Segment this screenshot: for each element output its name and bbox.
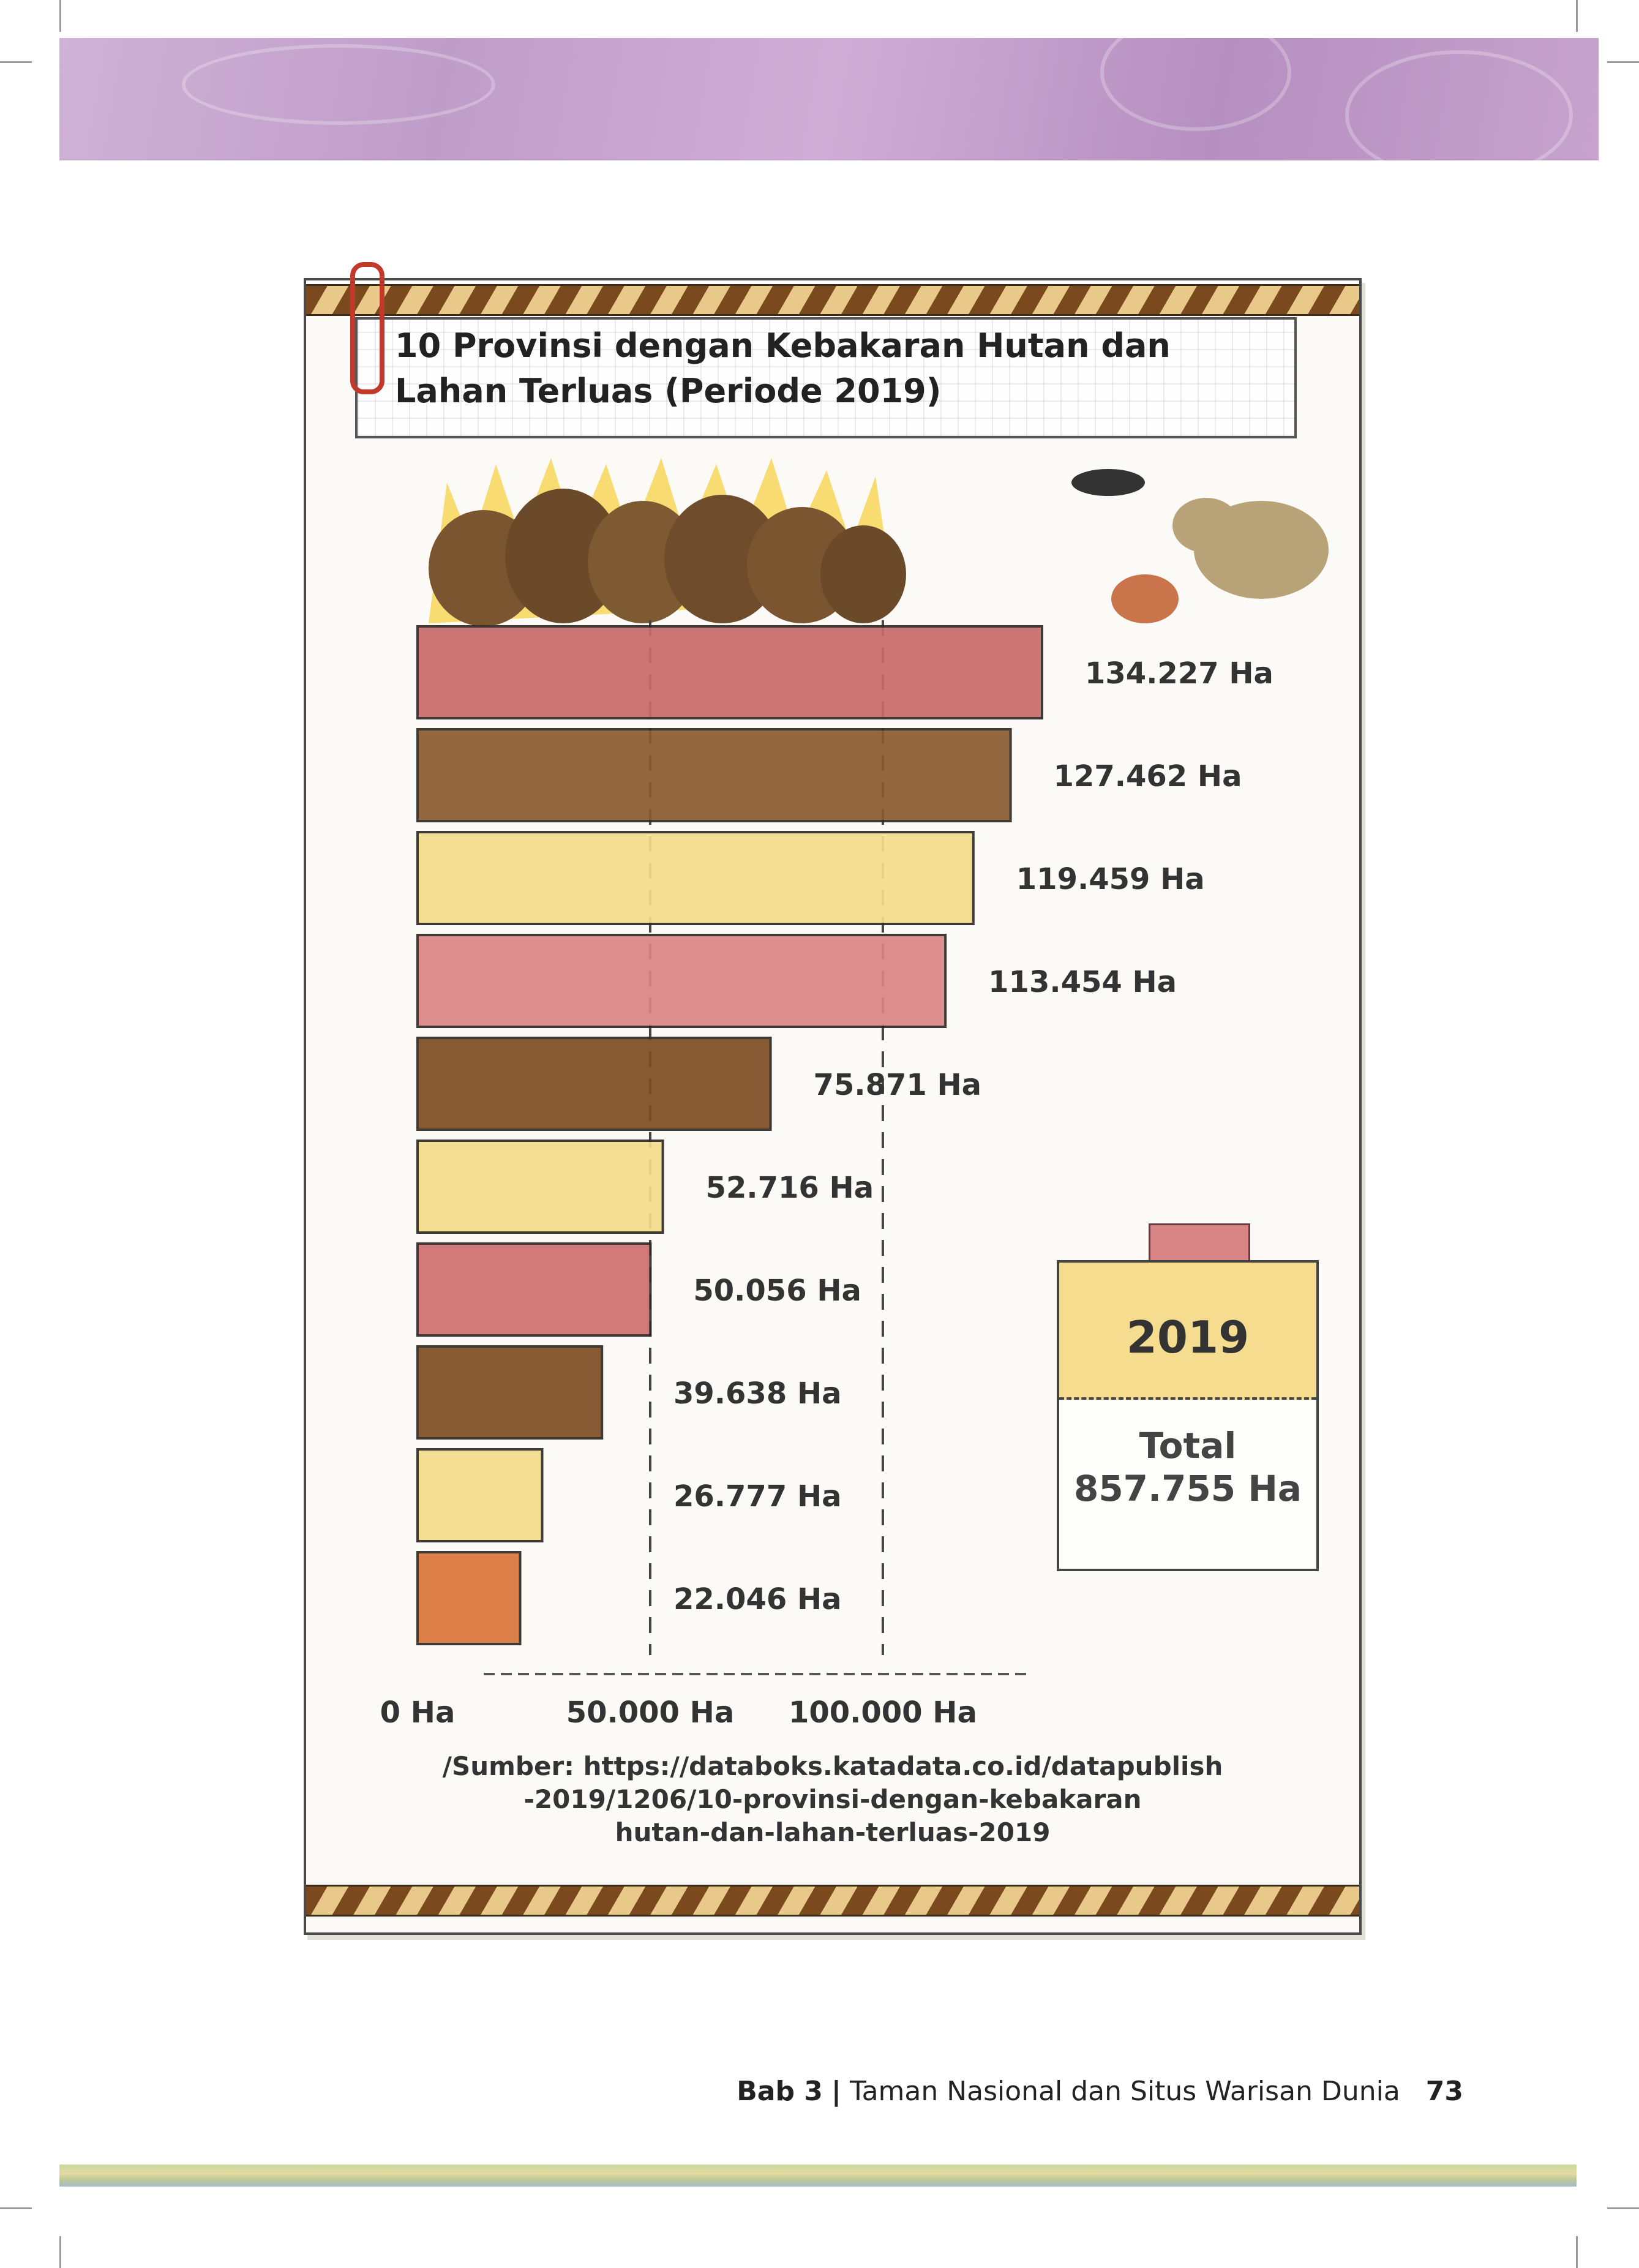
chart-card: 10 Provinsi dengan Kebakaran Hutan dan L… <box>304 262 1362 1935</box>
total-note: 2019 Total 857.755 Ha <box>1057 1260 1319 1571</box>
chart-title: 10 Provinsi dengan Kebakaran Hutan dan L… <box>395 326 1171 410</box>
crop-mark <box>0 61 32 63</box>
bar <box>416 831 975 925</box>
crop-mark <box>1576 2236 1578 2268</box>
x-tick-labels: 0 Ha 50.000 Ha 100.000 Ha <box>380 1695 977 1730</box>
bottom-tape-border <box>306 1885 1359 1917</box>
bar-chart: 134.227 Ha 127.462 Ha 119.459 Ha 113.454 Ha… <box>380 458 1329 1730</box>
footer-chapter-title: Taman Nasional dan Situs Warisan Dunia <box>849 2076 1400 2107</box>
top-tape-border <box>306 284 1359 316</box>
value-label: 75.871 Ha <box>814 1068 982 1102</box>
top-decorative-band <box>59 13 1599 180</box>
value-label: 50.056 Ha <box>693 1274 861 1308</box>
title-box <box>355 317 1297 438</box>
crop-mark <box>59 2236 61 2268</box>
value-label: 26.777 Ha <box>673 1479 842 1514</box>
value-label: 127.462 Ha <box>1054 759 1242 794</box>
footer-chapter: Bab 3 <box>737 2076 823 2107</box>
bars <box>416 625 1043 1645</box>
bottom-decorative-band <box>59 2165 1577 2187</box>
bar <box>416 1037 772 1131</box>
value-label: 113.454 Ha <box>988 965 1177 999</box>
bar <box>416 1140 664 1234</box>
fleeing-animals-illustration <box>1071 469 1329 623</box>
page-footer: Bab 3 | Taman Nasional dan Situs Warisan… <box>698 2076 1463 2107</box>
bar <box>416 1448 544 1542</box>
bar <box>416 934 947 1028</box>
bar <box>416 1345 604 1440</box>
value-label: 22.046 Ha <box>673 1582 842 1617</box>
crop-mark <box>1576 0 1578 32</box>
total-note-year-panel <box>1059 1263 1316 1400</box>
crop-mark <box>59 0 61 32</box>
bar <box>416 728 1012 822</box>
crop-mark <box>0 2207 32 2209</box>
x-tick-label: 50.000 Ha <box>566 1695 735 1730</box>
value-label: 119.459 Ha <box>1016 862 1205 896</box>
page-number: 73 <box>1425 2076 1463 2107</box>
source-citation: /Sumber: https://databoks.katadata.co.id… <box>442 1751 1223 1847</box>
value-label: 134.227 Ha <box>1085 656 1273 691</box>
bar <box>416 1551 522 1645</box>
bar <box>416 1242 652 1337</box>
crop-mark <box>1607 2207 1639 2209</box>
paperclip-icon <box>350 262 384 394</box>
value-label: 52.716 Ha <box>706 1171 874 1205</box>
x-tick-label: 100.000 Ha <box>789 1695 977 1730</box>
bar <box>416 625 1043 719</box>
crop-mark <box>1607 61 1639 63</box>
footer-separator: | <box>831 2076 841 2107</box>
value-labels: 134.227 Ha 127.462 Ha 119.459 Ha 113.454 Ha… <box>673 656 1273 1617</box>
total-note-value: 857.755 Ha <box>1073 1468 1302 1509</box>
burning-forest-illustration <box>429 458 906 626</box>
total-note-label: Total <box>1139 1425 1237 1466</box>
x-tick-label: 0 Ha <box>380 1695 456 1730</box>
total-note-year: 2019 <box>1126 1312 1250 1363</box>
value-label: 39.638 Ha <box>673 1376 842 1411</box>
